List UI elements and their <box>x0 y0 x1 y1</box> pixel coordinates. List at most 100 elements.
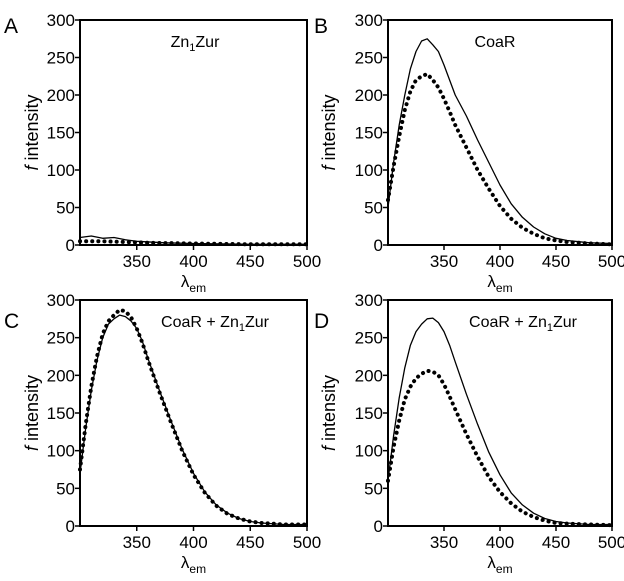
panel-A: A 0 50 100 150 200 250 300 350 400 450 500 f intensi… <box>4 11 321 295</box>
y-tick-label: 250 <box>47 49 75 68</box>
x-tick-label: 450 <box>542 252 570 271</box>
annotation-main: CoaR <box>475 34 516 51</box>
series-line-dotted <box>78 239 309 247</box>
y-tick-label: 100 <box>355 442 383 461</box>
x-tick-label: 350 <box>430 533 458 552</box>
y-tick-label: 50 <box>56 199 75 218</box>
x-tick-label: 500 <box>598 533 624 552</box>
x-axis-label: λem <box>487 553 512 576</box>
series-line-dotted <box>386 368 614 528</box>
y-axis-label-text: intensity <box>22 94 42 165</box>
y-tick-label: 150 <box>355 124 383 143</box>
x-tick-label: 400 <box>179 252 207 271</box>
y-tick-label: 0 <box>66 517 75 536</box>
x-tick-label: 500 <box>293 252 321 271</box>
y-axis-label: f intensity <box>22 375 42 451</box>
plot-frame <box>387 19 613 246</box>
y-axis-label-text: intensity <box>319 375 339 446</box>
panel-annotation: Zn1Zur <box>171 34 220 54</box>
y-axis-label-italic: f <box>22 164 42 171</box>
y-tick-label: 150 <box>47 124 75 143</box>
panel-letter: C <box>4 310 19 333</box>
x-axis-label-main: λ <box>487 553 496 572</box>
annotation-rest: Zur <box>553 314 578 331</box>
x-tick-label: 450 <box>542 533 570 552</box>
series-line-solid <box>79 314 308 526</box>
x-tick-label: 350 <box>123 533 151 552</box>
x-tick-label: 400 <box>486 533 514 552</box>
panel-annotation: CoaR + Zn1Zur <box>469 314 578 334</box>
x-tick-label: 400 <box>179 533 207 552</box>
series-line-dotted <box>78 307 309 527</box>
y-tick-label: 100 <box>355 161 383 180</box>
x-axis-label-sub: em <box>496 562 513 576</box>
y-tick-label: 100 <box>47 161 75 180</box>
y-axis-label-text: intensity <box>319 94 339 165</box>
y-tick-label: 150 <box>47 404 75 423</box>
y-tick-label: 50 <box>364 479 383 498</box>
plot-frame <box>387 299 613 527</box>
y-axis-label: f intensity <box>319 375 339 451</box>
annotation-main: CoaR + Zn <box>161 314 239 331</box>
x-axis-label-sub: em <box>496 281 513 295</box>
x-axis-label-main: λ <box>487 272 496 291</box>
panel-letter: B <box>314 15 328 38</box>
y-tick-label: 250 <box>355 49 383 68</box>
x-axis-label-sub: em <box>189 281 206 295</box>
x-tick-label: 450 <box>236 252 264 271</box>
y-axis-label-text: intensity <box>22 375 42 446</box>
y-tick-label: 50 <box>364 199 383 218</box>
y-axis-label: f intensity <box>22 94 42 170</box>
x-axis-label: λem <box>487 272 512 295</box>
x-tick-label: 500 <box>598 252 624 271</box>
panel-C: C 0 50 100 150 200 250 300 350 400 450 500 f intensi… <box>4 291 321 576</box>
x-tick-label: 400 <box>486 252 514 271</box>
y-tick-label: 300 <box>47 291 75 310</box>
x-axis-label-main: λ <box>181 272 190 291</box>
x-axis-label-sub: em <box>189 562 206 576</box>
y-tick-label: 0 <box>374 236 383 255</box>
series-line-solid <box>387 317 613 526</box>
annotation-sub: 1 <box>189 42 195 54</box>
panel-D: D 0 50 100 150 200 250 300 350 400 450 500 f intensi… <box>314 291 624 576</box>
panel-annotation: CoaR <box>475 34 516 51</box>
y-tick-label: 300 <box>47 11 75 30</box>
x-tick-label: 450 <box>236 533 264 552</box>
y-tick-label: 0 <box>66 236 75 255</box>
y-tick-label: 300 <box>355 11 383 30</box>
y-tick-label: 50 <box>56 479 75 498</box>
series-line-dotted <box>386 72 614 247</box>
y-tick-label: 200 <box>355 86 383 105</box>
y-axis-label-italic: f <box>319 444 339 451</box>
panel-letter: A <box>4 15 18 38</box>
annotation-rest: Zur <box>195 34 220 51</box>
y-tick-label: 200 <box>47 366 75 385</box>
y-tick-label: 200 <box>355 366 383 385</box>
x-axis-label: λem <box>181 553 206 576</box>
y-tick-label: 250 <box>355 329 383 348</box>
y-tick-label: 0 <box>374 517 383 536</box>
x-axis-label: λem <box>181 272 206 295</box>
y-axis-label-italic: f <box>22 444 42 451</box>
x-tick-label: 350 <box>123 252 151 271</box>
x-tick-label: 500 <box>293 533 321 552</box>
panel-letter: D <box>314 310 329 333</box>
annotation-main: Zn <box>171 34 190 51</box>
series-line-solid <box>79 235 308 245</box>
y-tick-label: 200 <box>47 86 75 105</box>
y-tick-label: 150 <box>355 404 383 423</box>
series-line-solid <box>387 38 613 245</box>
annotation-sub: 1 <box>239 322 245 334</box>
y-tick-label: 250 <box>47 329 75 348</box>
annotation-sub: 1 <box>547 322 553 334</box>
panel-B: B 0 50 100 150 200 250 300 350 400 450 500 f intensi… <box>314 11 624 295</box>
x-axis-label-main: λ <box>181 553 190 572</box>
y-axis-label-italic: f <box>319 164 339 171</box>
x-tick-label: 350 <box>430 252 458 271</box>
panel-annotation: CoaR + Zn1Zur <box>161 314 270 334</box>
annotation-main: CoaR + Zn <box>469 314 547 331</box>
plot-frame <box>79 299 308 527</box>
y-axis-label: f intensity <box>319 94 339 170</box>
annotation-rest: Zur <box>245 314 270 331</box>
